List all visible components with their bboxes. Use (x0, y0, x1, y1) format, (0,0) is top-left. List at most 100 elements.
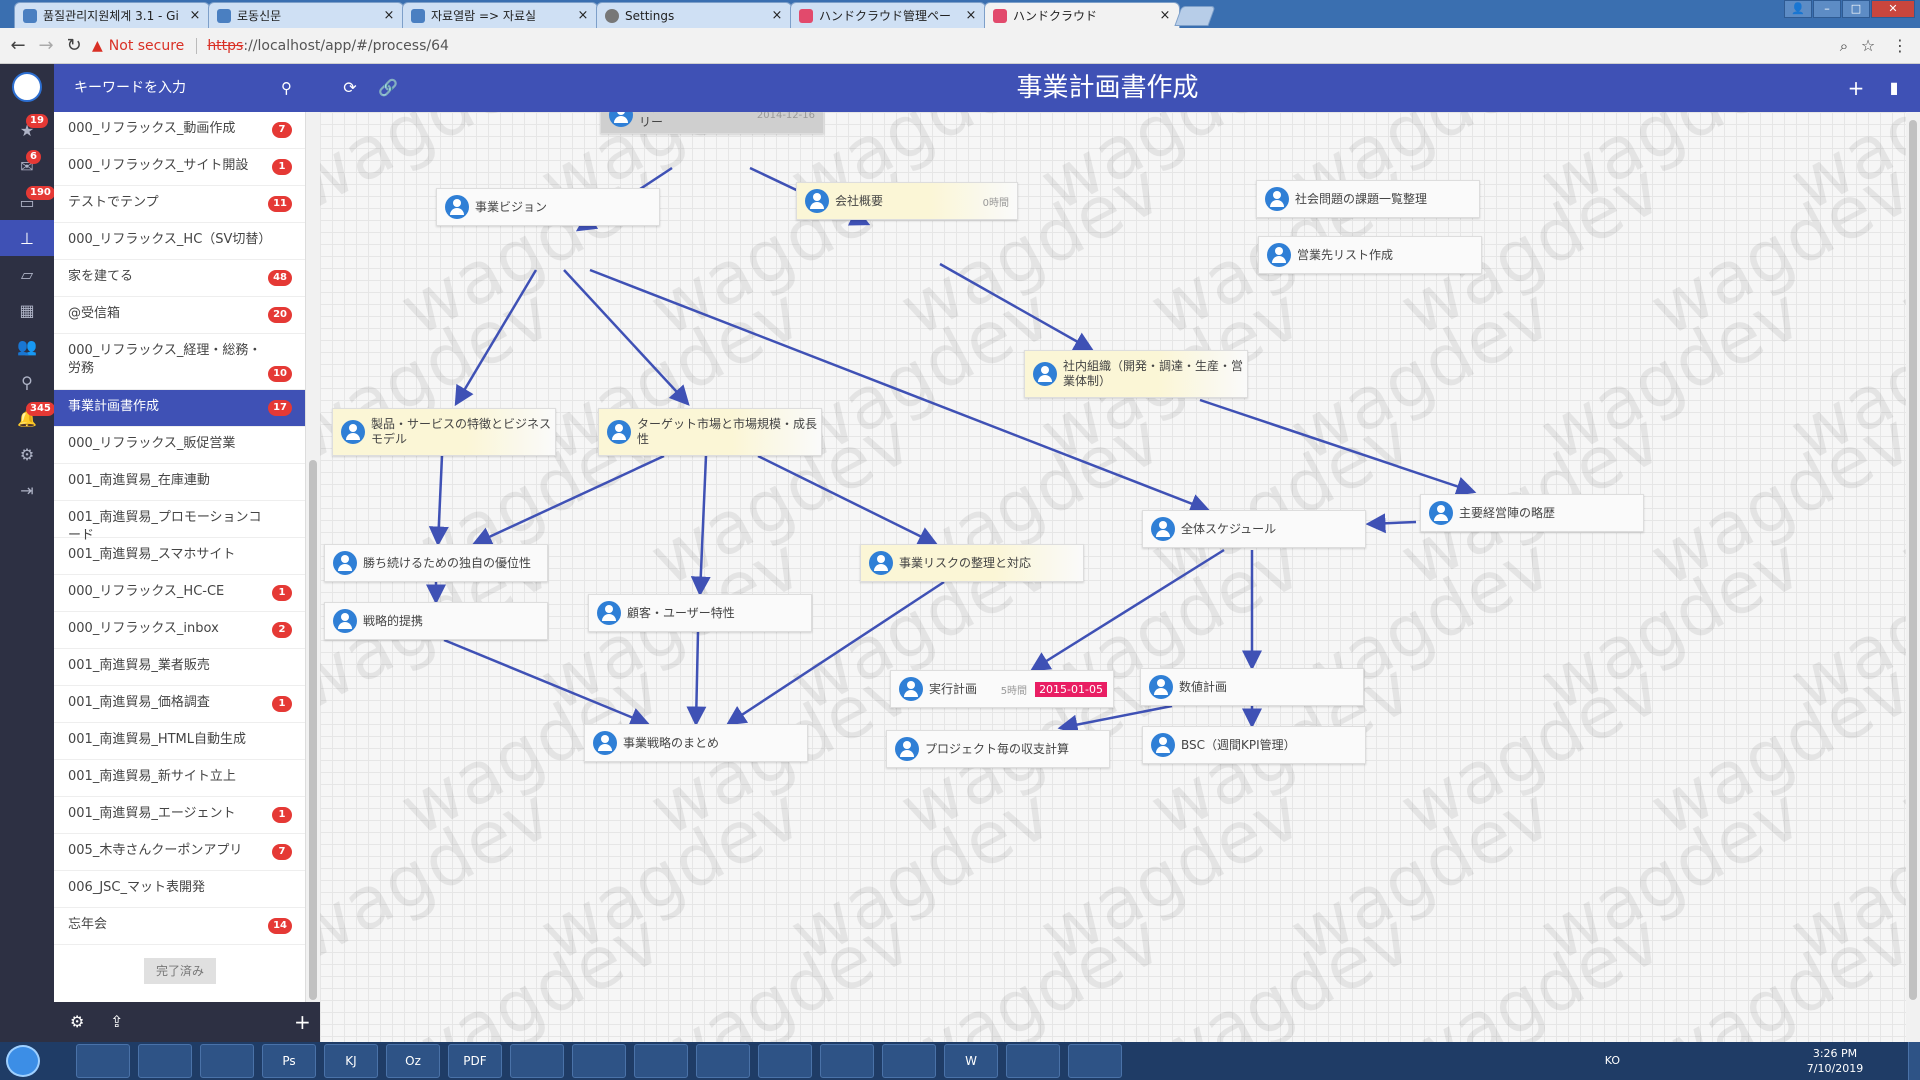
taskbar-app-icon[interactable] (820, 1044, 874, 1078)
zoom-icon[interactable]: ⌕ (1839, 37, 1849, 55)
search-icon[interactable]: ⚲ (21, 372, 33, 392)
link-icon[interactable]: 🔗 (378, 78, 398, 97)
browser-tab[interactable]: ハンドクラウド管理ペー × (790, 2, 986, 28)
task-node-exec-summary[interactable]: エグゼクティブサマリー 2014-12-16 (600, 112, 824, 134)
task-node-pl-by-project[interactable]: プロジェクト毎の収支計算 (886, 730, 1110, 768)
task-node-target-market[interactable]: ターゲット市場と市場規模・成長性 (598, 408, 822, 456)
calendar-icon[interactable]: ▦ (19, 300, 35, 320)
search-icon[interactable]: ⚲ (281, 79, 292, 97)
sidebar-item-project[interactable]: 事業計画書作成 17 (54, 390, 305, 427)
taskbar-app-icon[interactable]: Ps (262, 1044, 316, 1078)
task-node-social-issues[interactable]: 社会問題の課題一覧整理 (1256, 180, 1480, 218)
taskbar-app-icon[interactable] (138, 1044, 192, 1078)
menu-icon[interactable]: ⋮ (1892, 36, 1908, 55)
task-node-advantage[interactable]: 勝ち続けるための独自の優位性 (324, 544, 548, 582)
taskbar-app-icon[interactable] (882, 1044, 936, 1078)
sidebar-item-project[interactable]: 001_南進貿易_価格調査 1 (54, 686, 305, 723)
sidebar-item-project[interactable]: 005_木寺さんクーポンアプリ 7 (54, 834, 305, 871)
task-node-sales-list[interactable]: 営業先リスト作成 (1258, 236, 1482, 274)
start-button[interactable] (6, 1045, 40, 1077)
language-indicator[interactable]: KO (1604, 1054, 1620, 1067)
sidebar-item-project[interactable]: 001_南進貿易_HTML自動生成 (54, 723, 305, 760)
sidebar-item-project[interactable]: 000_リフラックス_inbox 2 (54, 612, 305, 649)
sidebar-item-project[interactable]: 006_JSC_マット表開発 (54, 871, 305, 908)
search-input[interactable]: キーワードを入力 ⚲ (54, 64, 306, 112)
sidebar-item-project[interactable]: @受信箱 20 (54, 297, 305, 334)
logout-icon[interactable]: ⇥ (20, 480, 34, 500)
taskbar-app-icon[interactable]: W (944, 1044, 998, 1078)
sidebar-item-project[interactable]: 000_リフラックス_販促営業 (54, 427, 305, 464)
task-node-risk[interactable]: 事業リスクの整理と対応 (860, 544, 1084, 582)
taskbar-app-icon[interactable] (696, 1044, 750, 1078)
sidebar-item-project[interactable]: 忘年会 14 (54, 908, 305, 945)
upload-icon[interactable]: ⇪ (110, 1012, 124, 1031)
task-node-alliance[interactable]: 戦略的提携 (324, 602, 548, 640)
taskbar-app-icon[interactable] (1006, 1044, 1060, 1078)
process-canvas[interactable]: wagdev wagdev wagdev wagdev wagdev wagdev wagd… (320, 112, 1906, 1042)
canvas-scroll-thumb[interactable] (1909, 120, 1917, 1000)
add-icon[interactable]: + (1847, 76, 1865, 100)
browser-tab[interactable]: 품질관리지원체계 3.1 - Gi × (14, 2, 210, 28)
sidebar-item-project[interactable]: 001_南進貿易_エージェント 1 (54, 797, 305, 834)
sidebar-item-project[interactable]: 家を建てる 48 (54, 260, 305, 297)
new-tab-button[interactable] (1174, 6, 1216, 26)
inbox-icon[interactable]: ✉ 6 (0, 148, 54, 184)
users-icon[interactable]: 👥 (17, 336, 37, 356)
bookmark-icon[interactable]: ▮ (1889, 78, 1899, 97)
browser-tab[interactable]: 로동신문 × (208, 2, 404, 28)
close-tab-icon[interactable]: × (189, 8, 201, 23)
sidebar-item-project[interactable]: 000_リフラックス_サイト開設 1 (54, 149, 305, 186)
sidebar-item-project[interactable]: 000_リフラックス_経理・総務・労務 10 (54, 334, 305, 390)
sidebar-item-project[interactable]: 001_南進貿易_在庫連動 (54, 464, 305, 501)
sidebar-item-project[interactable]: 000_リフラックス_動画作成 7 (54, 112, 305, 149)
task-node-strategy-summary[interactable]: 事業戦略のまとめ (584, 724, 808, 762)
close-window-icon[interactable]: ✕ (1871, 0, 1915, 18)
back-icon[interactable]: ← (10, 35, 26, 56)
notification-icon[interactable]: 🔔 345 (0, 400, 55, 436)
close-tab-icon[interactable]: × (771, 8, 783, 23)
taskbar-app-icon[interactable] (510, 1044, 564, 1078)
sidebar-item-project[interactable]: 000_リフラックス_HC-CE 1 (54, 575, 305, 612)
user-icon[interactable]: 👤 (1784, 0, 1812, 18)
task-node-bsc[interactable]: BSC（週間KPI管理） (1142, 726, 1366, 764)
taskbar-app-icon[interactable]: KJ (324, 1044, 378, 1078)
add-project-icon[interactable]: + (294, 1010, 311, 1034)
browser-tab[interactable]: 자료열람 => 자료실 × (402, 2, 598, 28)
minimize-icon[interactable]: – (1813, 0, 1841, 18)
close-tab-icon[interactable]: × (383, 8, 395, 23)
taskbar-app-icon[interactable] (76, 1044, 130, 1078)
sidebar-item-project[interactable]: 000_リフラックス_HC（SV切替） (54, 223, 305, 260)
maximize-icon[interactable]: □ (1842, 0, 1870, 18)
browser-tab-active[interactable]: ハンドクラウド × (984, 2, 1180, 28)
url-field[interactable]: ▲ Not secure https://localhost/app/#/pro… (92, 34, 1862, 58)
task-node-vision[interactable]: 事業ビジョン (436, 188, 660, 226)
sidebar-scroll-thumb[interactable] (309, 460, 317, 1000)
taskbar-app-icon[interactable]: Oz (386, 1044, 440, 1078)
completed-button[interactable]: 完了済み (144, 958, 216, 984)
bookmark-star-icon[interactable]: ☆ (1860, 36, 1876, 55)
close-tab-icon[interactable]: × (1159, 8, 1171, 23)
clock[interactable]: 3:26 PM 7/10/2019 (1790, 1046, 1880, 1076)
task-node-management[interactable]: 主要経営陣の略歴 (1420, 494, 1644, 532)
sidebar-item-project[interactable]: テストでテンプ 11 (54, 186, 305, 223)
task-node-exec-plan[interactable]: 実行計画 5時間 2015-01-05 (890, 670, 1114, 708)
taskbar-app-icon[interactable]: PDF (448, 1044, 502, 1078)
task-node-company[interactable]: 会社概要 0時間 (796, 182, 1018, 220)
sidebar-item-project[interactable]: 001_南進貿易_プロモーションコード (54, 501, 305, 543)
sidebar-item-project[interactable]: 001_南進貿易_スマホサイト (54, 538, 305, 575)
reload-icon[interactable]: ↻ (66, 35, 82, 56)
show-desktop-button[interactable] (1908, 1042, 1920, 1080)
sidebar-item-project[interactable]: 001_南進貿易_業者販売 (54, 649, 305, 686)
close-tab-icon[interactable]: × (965, 8, 977, 23)
taskbar-app-icon[interactable] (1068, 1044, 1122, 1078)
taskbar-app-icon[interactable] (572, 1044, 626, 1078)
task-node-schedule[interactable]: 全体スケジュール (1142, 510, 1366, 548)
refresh-icon[interactable]: ⟳ (343, 78, 357, 97)
star-icon[interactable]: ★ 19 (0, 112, 54, 148)
task-node-customer[interactable]: 顧客・ユーザー特性 (588, 594, 812, 632)
message-icon[interactable]: ▭ 190 (0, 184, 55, 220)
settings-icon[interactable]: ⚙ (70, 1012, 85, 1031)
taskbar-app-icon[interactable] (634, 1044, 688, 1078)
folder-icon[interactable]: ▱ (20, 264, 34, 284)
task-node-numeric-plan[interactable]: 数値計画 (1140, 668, 1364, 706)
